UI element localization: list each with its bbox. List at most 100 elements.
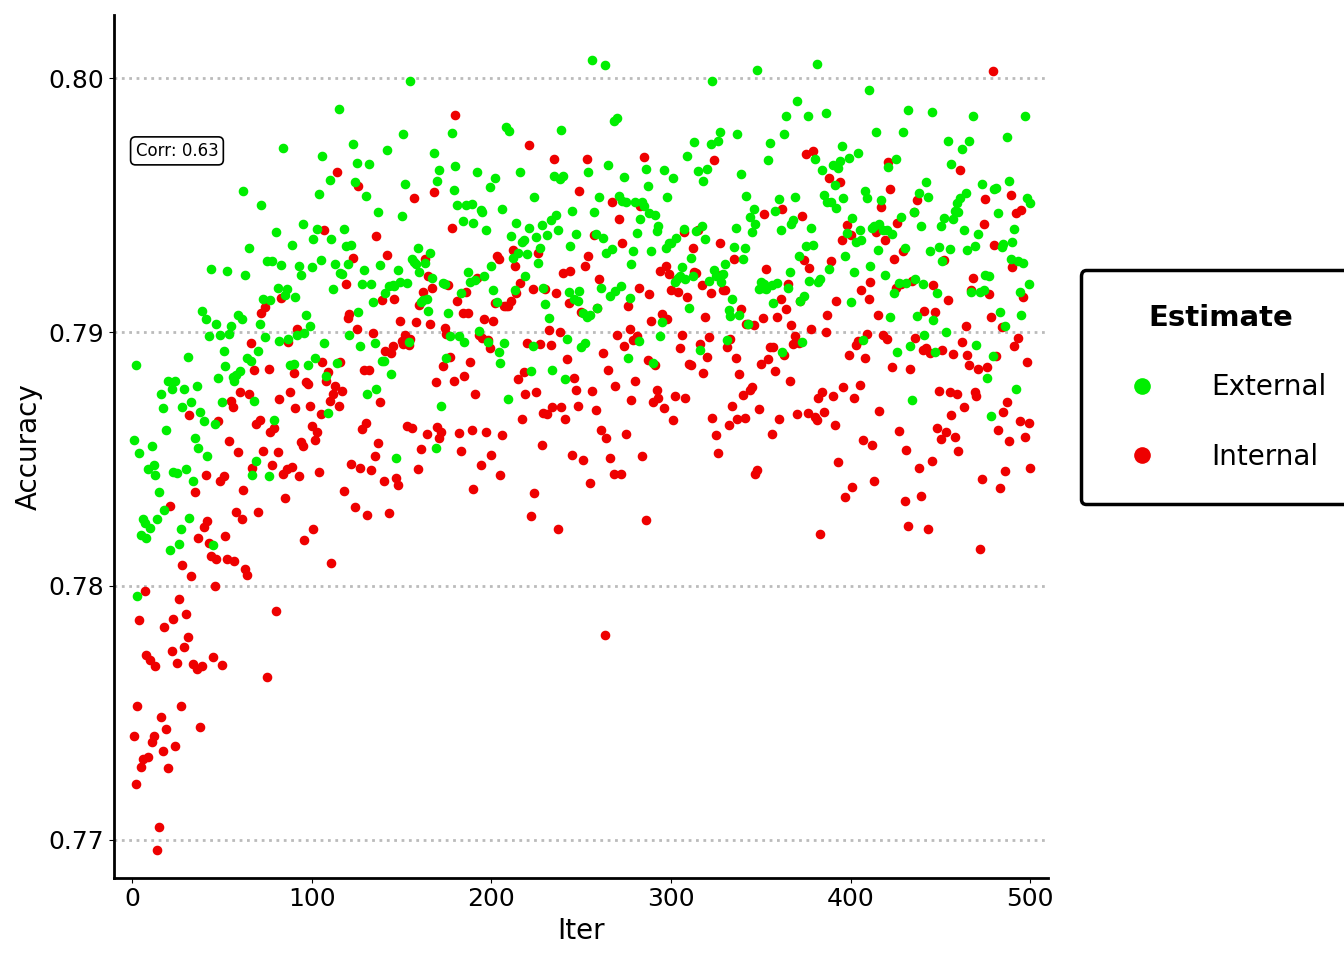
External [878,159,899,175]
Internal [852,432,874,447]
Internal [423,184,445,200]
External [575,309,597,324]
Internal [540,337,562,352]
Internal [961,282,982,298]
External [487,295,508,310]
Internal [142,728,164,743]
Internal [927,383,949,398]
External [563,292,585,307]
Internal [614,338,636,353]
External [636,161,657,177]
External [984,181,1005,197]
External [664,275,685,290]
Internal [211,657,233,672]
Internal [364,448,386,464]
External [220,318,242,333]
Internal [391,333,413,348]
Internal [313,222,335,237]
Internal [933,252,954,268]
Internal [982,63,1004,79]
External [766,276,788,291]
Internal [418,268,439,283]
Internal [890,276,911,292]
External [1004,221,1025,236]
External [449,328,470,344]
External [833,190,855,205]
External [140,520,161,536]
Internal [450,444,472,459]
Internal [177,630,199,645]
Internal [194,519,215,535]
External [167,466,188,481]
Internal [466,271,488,286]
External [931,253,953,269]
Internal [520,508,542,523]
Internal [825,294,847,309]
Internal [668,284,689,300]
Internal [493,299,515,314]
Internal [227,444,249,460]
Internal [173,639,195,655]
Internal [383,292,405,307]
External [809,271,831,286]
External [922,312,943,327]
External [429,162,450,178]
External [329,265,351,280]
External [185,378,207,394]
External [465,273,487,288]
External [466,164,488,180]
Internal [781,318,802,333]
External [745,216,766,231]
External [793,288,814,303]
External [520,364,542,379]
Internal [935,424,957,440]
Internal [835,490,856,505]
Internal [750,356,771,372]
External [911,276,933,291]
External [723,239,745,254]
External [297,357,319,372]
Internal [958,357,980,372]
Internal [290,434,312,449]
Internal [633,149,655,164]
Internal [250,306,271,322]
External [652,315,673,330]
Internal [602,467,624,482]
External [702,74,723,89]
External [306,222,328,237]
Internal [367,436,388,451]
Internal [839,348,860,363]
External [616,194,637,209]
Internal [499,2,520,17]
Internal [284,365,305,380]
Internal [573,452,594,468]
Internal [482,313,504,328]
External [242,468,263,483]
Y-axis label: Accuracy: Accuracy [15,383,43,510]
Internal [883,251,905,266]
Internal [446,294,468,309]
External [900,392,922,407]
External [312,148,333,163]
Internal [985,348,1007,364]
External [595,246,617,261]
Internal [583,228,605,243]
External [216,263,238,278]
External [1007,253,1028,269]
External [630,211,652,227]
Internal [856,326,878,342]
Internal [887,216,909,231]
External [818,262,840,277]
External [989,304,1011,320]
Internal [948,444,969,459]
External [526,229,547,245]
External [806,57,828,72]
External [644,207,665,223]
Internal [398,337,419,352]
Internal [903,204,925,219]
External [601,241,622,256]
External [1016,190,1038,205]
Internal [840,228,862,243]
External [409,264,430,279]
External [250,197,271,212]
